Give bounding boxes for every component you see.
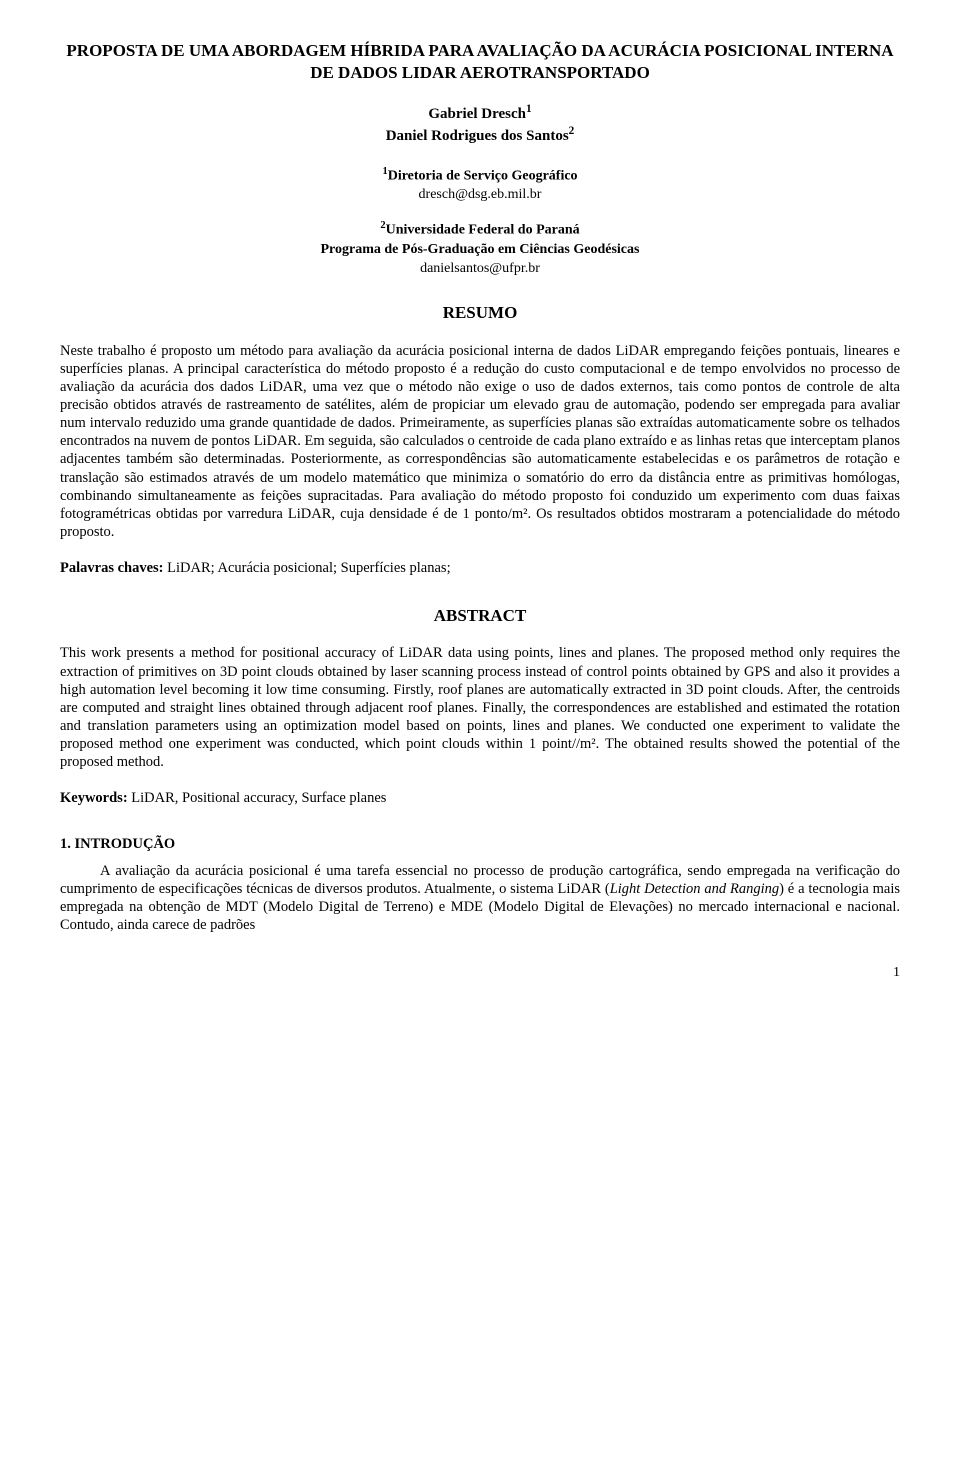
author-2-sup: 2 bbox=[569, 125, 575, 137]
section-1-body: A avaliação da acurácia posicional é uma… bbox=[60, 862, 900, 935]
keywords-label: Keywords: bbox=[60, 790, 128, 806]
authors-block: Gabriel Dresch1 Daniel Rodrigues dos San… bbox=[60, 102, 900, 147]
section-1-body-italic: Light Detection and Ranging bbox=[610, 881, 779, 897]
author-2: Daniel Rodrigues dos Santos bbox=[386, 128, 569, 144]
author-1-sup: 1 bbox=[526, 103, 532, 115]
keywords-value: LiDAR, Positional accuracy, Surface plan… bbox=[128, 790, 387, 806]
affiliation-2: 2Universidade Federal do Paraná Programa… bbox=[60, 219, 900, 278]
abstract-body: This work presents a method for position… bbox=[60, 644, 900, 771]
palavras-label: Palavras chaves: bbox=[60, 560, 164, 576]
paper-title: PROPOSTA DE UMA ABORDAGEM HÍBRIDA PARA A… bbox=[60, 40, 900, 84]
section-1-heading: 1. INTRODUÇÃO bbox=[60, 835, 900, 853]
page-number: 1 bbox=[60, 964, 900, 982]
resumo-body: Neste trabalho é proposto um método para… bbox=[60, 342, 900, 541]
affiliation-2-email: danielsantos@ufpr.br bbox=[420, 261, 540, 276]
keywords: Keywords: LiDAR, Positional accuracy, Su… bbox=[60, 789, 900, 807]
affiliation-1: 1Diretoria de Serviço Geográfico dresch@… bbox=[60, 165, 900, 205]
palavras-value: LiDAR; Acurácia posicional; Superfícies … bbox=[164, 560, 451, 576]
abstract-heading: ABSTRACT bbox=[60, 605, 900, 626]
affiliation-1-name: Diretoria de Serviço Geográfico bbox=[388, 168, 578, 183]
affiliation-2-name: Universidade Federal do Paraná bbox=[386, 223, 580, 238]
affiliation-2-line2: Programa de Pós-Graduação em Ciências Ge… bbox=[321, 242, 640, 257]
palavras-chaves: Palavras chaves: LiDAR; Acurácia posicio… bbox=[60, 559, 900, 577]
affiliation-1-email: dresch@dsg.eb.mil.br bbox=[419, 187, 542, 202]
resumo-heading: RESUMO bbox=[60, 302, 900, 323]
author-1: Gabriel Dresch bbox=[428, 106, 526, 122]
